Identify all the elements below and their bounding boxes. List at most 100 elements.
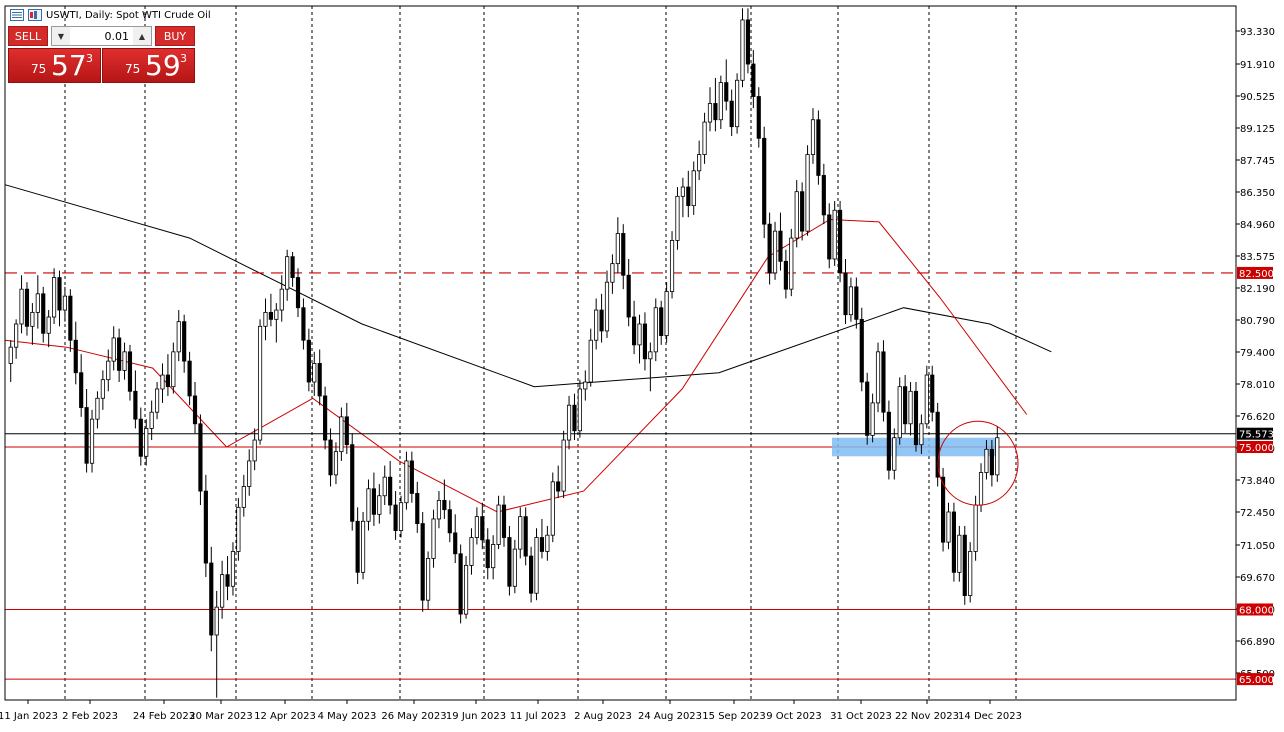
candle-body (415, 493, 420, 524)
candle-body (783, 260, 788, 290)
price-axis-label: 72.450 (1240, 508, 1275, 519)
candle-body (984, 448, 989, 473)
candle-body (19, 288, 24, 325)
price-axis-label: 76.620 (1240, 412, 1275, 423)
candle-body (100, 379, 105, 399)
candle-body (165, 374, 170, 388)
candle-body (962, 534, 967, 596)
time-axis-label: 11 Jul 2023 (510, 711, 567, 722)
candle-body (436, 499, 442, 520)
time-axis-label: 15 Sep 2023 (702, 711, 765, 722)
candle-body (599, 309, 604, 332)
candle-body (523, 516, 528, 557)
candle-body (366, 488, 371, 522)
candle-body (122, 351, 127, 371)
annotations (937, 420, 1019, 506)
time-axis-label: 19 Jun 2023 (446, 711, 506, 722)
candle-body (79, 372, 84, 408)
candle-body (767, 223, 772, 274)
candle-body (626, 274, 631, 318)
candle-body (664, 291, 669, 336)
candle-body (935, 411, 940, 478)
candle-body (323, 395, 328, 441)
candle-body (778, 230, 783, 262)
sell-price-point: 3 (86, 52, 93, 65)
candle-body (859, 318, 864, 383)
candle-body (697, 154, 702, 172)
candle-body (24, 288, 30, 327)
candle-body (344, 416, 349, 446)
candle-body (648, 351, 653, 360)
candle-body (680, 186, 685, 197)
time-axis-label: 2 Feb 2023 (62, 711, 118, 722)
price-axis-label: 71.050 (1240, 541, 1275, 552)
candle-body (848, 286, 854, 316)
candle-body (978, 472, 984, 506)
candle-body (46, 316, 51, 334)
candle-body (230, 551, 236, 587)
price-axis-label: 83.575 (1240, 252, 1275, 263)
candle-body (832, 209, 837, 260)
price-axis-label: 84.960 (1240, 220, 1275, 231)
candle-body (480, 516, 485, 541)
buy-price-button[interactable]: 75 59 3 (102, 48, 195, 83)
sell-price-button[interactable]: 75 57 3 (8, 48, 101, 83)
candle-body (913, 390, 919, 446)
sell-button[interactable]: SELL (8, 26, 48, 46)
candle-body (572, 404, 577, 432)
candle-body (263, 311, 268, 327)
candle-body (377, 495, 382, 515)
time-axis-label: 2 Aug 2023 (574, 711, 632, 722)
buy-button[interactable]: BUY (155, 26, 195, 46)
candle-body (881, 351, 886, 413)
price-axis-label: 90.525 (1240, 92, 1275, 103)
candle-body (35, 293, 40, 313)
candle-body (594, 309, 599, 341)
candle-body (989, 448, 994, 476)
lot-size-input[interactable]: 0.01 (104, 29, 130, 43)
candle-body (463, 564, 469, 615)
candle-body (127, 351, 133, 392)
lot-size-field[interactable]: ▼ 0.01 ▲ (51, 26, 152, 46)
time-axis-label: 9 Oct 2023 (766, 711, 821, 722)
candle-body (653, 307, 658, 353)
candle-body (507, 537, 512, 587)
lot-increase-icon[interactable]: ▲ (133, 27, 151, 45)
time-axis-label: 11 Jan 2023 (0, 711, 58, 722)
price-axis-label: 87.745 (1240, 156, 1275, 167)
lot-decrease-icon[interactable]: ▼ (52, 27, 70, 45)
time-axis-label: 20 Mar 2023 (189, 711, 252, 722)
candle-body (512, 548, 517, 587)
candle-body (518, 516, 523, 550)
chart-window-icon[interactable] (28, 9, 42, 21)
candle-body (919, 423, 924, 446)
price-axis-label: 78.010 (1240, 380, 1275, 391)
candle-body (144, 428, 149, 457)
candle-body (762, 137, 767, 225)
candle-body (908, 390, 913, 425)
candle-body (198, 423, 203, 492)
candle-body (89, 418, 95, 464)
candle-body (702, 121, 707, 155)
candle-body (745, 19, 751, 65)
candle-body (897, 386, 902, 439)
candle-body (800, 191, 805, 232)
price-axis-label: 82.190 (1240, 284, 1275, 295)
candle-body (160, 374, 165, 390)
candle-body (946, 511, 951, 543)
candle-body (583, 381, 588, 390)
candle-body (751, 63, 756, 97)
candle-body (854, 286, 859, 320)
candle-body (637, 323, 642, 346)
candle-body (214, 606, 219, 636)
candle-body (474, 516, 479, 538)
candle-body (68, 295, 73, 341)
candle-body (236, 506, 241, 552)
candle-body (458, 553, 463, 615)
price-axis-label: 86.350 (1240, 188, 1275, 199)
candle-body (469, 537, 474, 566)
chart-list-icon[interactable] (10, 9, 24, 21)
candle-body (875, 351, 881, 404)
